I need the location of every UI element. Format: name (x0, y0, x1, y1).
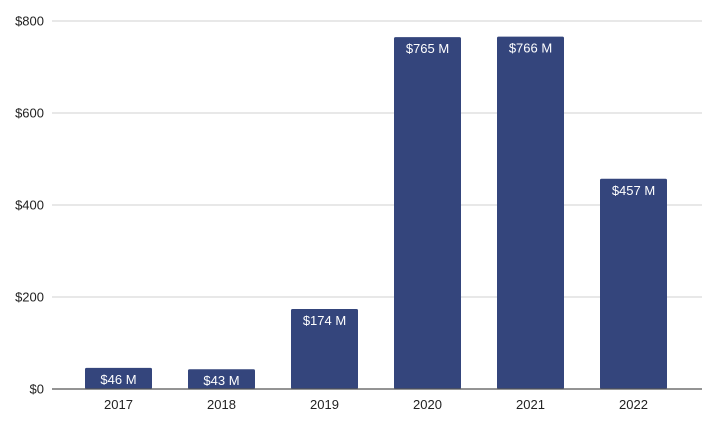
x-tick-label: 2021 (516, 397, 545, 412)
y-tick-label: $0 (30, 382, 44, 397)
gridlines (52, 20, 702, 298)
bar (188, 369, 255, 389)
x-tick-label: 2018 (207, 397, 236, 412)
bar-value-label: $174 M (303, 313, 346, 328)
x-tick-label: 2020 (413, 397, 442, 412)
x-tick-label: 2022 (619, 397, 648, 412)
y-tick-label: $200 (15, 290, 44, 305)
bar (497, 36, 564, 389)
bar-value-label: $457 M (612, 183, 655, 198)
x-axis-tick-labels: 2017 2018 2019 2020 2021 2022 (104, 397, 648, 412)
bar-value-label: $765 M (406, 41, 449, 56)
x-tick-label: 2017 (104, 397, 133, 412)
bar (85, 367, 152, 389)
bar-value-label: $46 M (100, 372, 136, 387)
x-tick-label: 2019 (310, 397, 339, 412)
bars (85, 36, 667, 389)
y-tick-label: $400 (15, 198, 44, 213)
bar (600, 178, 667, 389)
bar-value-labels: $46 M $43 M $174 M $765 M $766 M $457 M (100, 41, 655, 389)
bar-value-label: $766 M (509, 41, 552, 56)
bar-value-label: $43 M (203, 373, 239, 388)
y-axis-tick-labels: $0 $200 $400 $600 $800 (15, 14, 44, 397)
bar (394, 37, 461, 389)
y-tick-label: $800 (15, 14, 44, 29)
y-tick-label: $600 (15, 106, 44, 121)
bar (291, 308, 358, 389)
